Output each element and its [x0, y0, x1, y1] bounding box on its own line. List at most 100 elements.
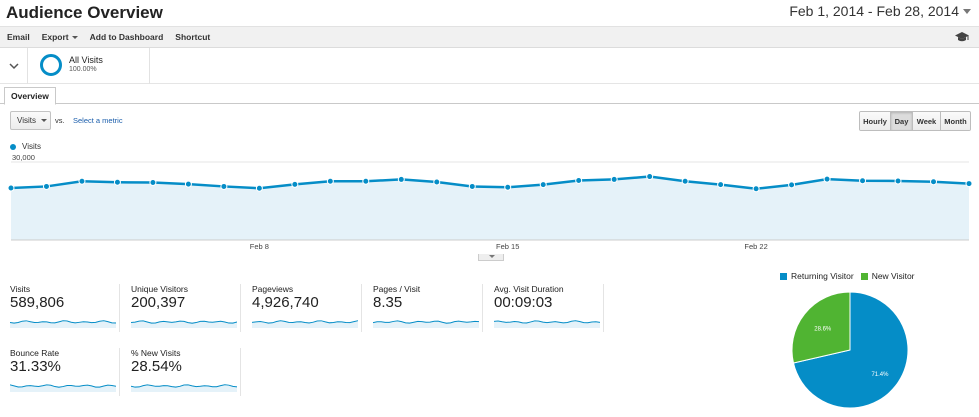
sparkline-fill — [10, 322, 116, 328]
month-button[interactable]: Month — [941, 112, 970, 130]
data-point[interactable] — [504, 183, 512, 191]
data-point[interactable] — [610, 175, 618, 183]
metric-label: Avg. Visit Duration — [494, 284, 564, 294]
legend-swatch-new — [860, 272, 868, 280]
week-button[interactable]: Week — [913, 112, 941, 130]
pie-legend-item-new[interactable]: New Visitor — [860, 271, 915, 281]
pie-slice-new-visitor[interactable] — [791, 291, 851, 364]
data-point[interactable] — [788, 181, 796, 189]
sparkline-line — [10, 384, 116, 388]
visitor-type-pie-chart: 71.4% 28.6% — [791, 291, 909, 409]
sparkline-line — [131, 384, 237, 388]
data-point[interactable] — [859, 177, 867, 185]
data-point[interactable] — [823, 175, 831, 183]
select-metric-link[interactable]: Select a metric — [73, 116, 123, 125]
metric-label: Pageviews — [252, 284, 294, 294]
email-button[interactable]: Email — [7, 32, 30, 42]
pie-slice-label: 71.4% — [871, 372, 889, 378]
date-range-label: Feb 1, 2014 - Feb 28, 2014 — [789, 3, 959, 19]
hourly-button[interactable]: Hourly — [860, 112, 891, 130]
sparkline-line — [131, 320, 237, 324]
metric-label: Pages / Visit — [373, 284, 421, 294]
sparkline-fill — [10, 386, 116, 392]
legend-swatch-returning — [780, 272, 787, 280]
x-tick-label: Feb 8 — [250, 242, 269, 251]
metric-sparkline — [10, 384, 116, 392]
segment-toggle[interactable] — [0, 48, 28, 84]
chevron-down-icon — [963, 8, 971, 14]
date-range-picker[interactable]: Feb 1, 2014 - Feb 28, 2014 — [789, 3, 971, 19]
metric-value: 200,397 — [131, 294, 186, 311]
day-button[interactable]: Day — [891, 112, 913, 130]
data-point[interactable] — [646, 173, 654, 181]
metric-card-visits[interactable]: Visits 589,806 — [0, 284, 120, 332]
metric-card-new-visits[interactable]: % New Visits 28.54% — [121, 348, 241, 396]
shortcut-button[interactable]: Shortcut — [175, 32, 211, 42]
data-point[interactable] — [539, 181, 547, 189]
chevron-down-icon — [71, 35, 78, 39]
graduation-cap-icon[interactable] — [955, 31, 969, 43]
metric-label: Bounce Rate — [10, 348, 60, 358]
data-point[interactable] — [326, 177, 334, 185]
data-point[interactable] — [397, 175, 405, 183]
metric-dropdown-label: Visits — [17, 116, 36, 125]
sparkline-line — [373, 320, 479, 324]
metric-sparkline — [131, 384, 237, 392]
pie-legend-item-returning[interactable]: Returning Visitor — [780, 271, 854, 281]
metric-value: 31.33% — [10, 358, 61, 375]
pie-legend: Returning Visitor New Visitor — [780, 271, 922, 281]
metric-label: Visits — [10, 284, 31, 294]
data-point[interactable] — [149, 179, 157, 187]
x-tick-label: Feb 15 — [496, 242, 519, 251]
granularity-switch: Hourly Day Week Month — [859, 111, 971, 131]
metric-label: Unique Visitors — [131, 284, 189, 294]
metric-card-bounce-rate[interactable]: Bounce Rate 31.33% — [0, 348, 120, 396]
data-point[interactable] — [7, 184, 15, 192]
data-point[interactable] — [894, 177, 902, 185]
data-point[interactable] — [575, 176, 583, 184]
data-point[interactable] — [220, 182, 228, 190]
metric-value: 00:09:03 — [494, 294, 553, 311]
pie-slice-returning-visitor[interactable] — [792, 291, 909, 409]
chevron-down-icon — [40, 119, 47, 122]
sparkline-fill — [494, 322, 600, 328]
data-point[interactable] — [681, 177, 689, 185]
metric-sparkline — [373, 320, 479, 328]
export-button[interactable]: Export — [42, 32, 78, 42]
data-point[interactable] — [255, 184, 263, 192]
segment-all-visits[interactable]: All Visits 100.00% — [29, 48, 150, 84]
data-point[interactable] — [78, 177, 86, 185]
data-point[interactable] — [752, 185, 760, 193]
metric-card-pages-per-visit[interactable]: Pages / Visit 8.35 — [363, 284, 483, 332]
data-point[interactable] — [965, 180, 973, 188]
sparkline-line — [494, 320, 600, 324]
data-point[interactable] — [362, 177, 370, 185]
metric-sparkline — [252, 320, 358, 328]
metric-card-pageviews[interactable]: Pageviews 4,926,740 — [242, 284, 362, 332]
metric-card-avg-visit-duration[interactable]: Avg. Visit Duration 00:09:03 — [484, 284, 604, 332]
sparkline-fill — [373, 322, 479, 328]
data-point[interactable] — [42, 182, 50, 190]
metric-sparkline — [131, 320, 237, 328]
add-to-dashboard-button[interactable]: Add to Dashboard — [89, 32, 164, 42]
chart-collapse-handle[interactable] — [478, 254, 504, 261]
sparkline-fill — [131, 386, 237, 392]
data-point[interactable] — [291, 180, 299, 188]
data-point[interactable] — [717, 181, 725, 189]
metric-card-unique-visitors[interactable]: Unique Visitors 200,397 — [121, 284, 241, 332]
tab-bar: Overview — [0, 87, 979, 105]
data-point[interactable] — [433, 178, 441, 186]
metric-label: % New Visits — [131, 348, 181, 358]
page-title: Audience Overview — [6, 3, 163, 22]
metric-dropdown[interactable]: Visits — [10, 111, 51, 130]
metric-value: 589,806 — [10, 294, 65, 311]
segment-name: All Visits — [69, 55, 103, 65]
data-point[interactable] — [930, 178, 938, 186]
data-point[interactable] — [468, 182, 476, 190]
series-line-visits — [10, 175, 970, 191]
chevron-down-icon — [8, 62, 19, 69]
tab-overview[interactable]: Overview — [4, 87, 56, 105]
x-tick-label: Feb 22 — [744, 242, 767, 251]
data-point[interactable] — [113, 178, 121, 186]
data-point[interactable] — [184, 180, 192, 188]
